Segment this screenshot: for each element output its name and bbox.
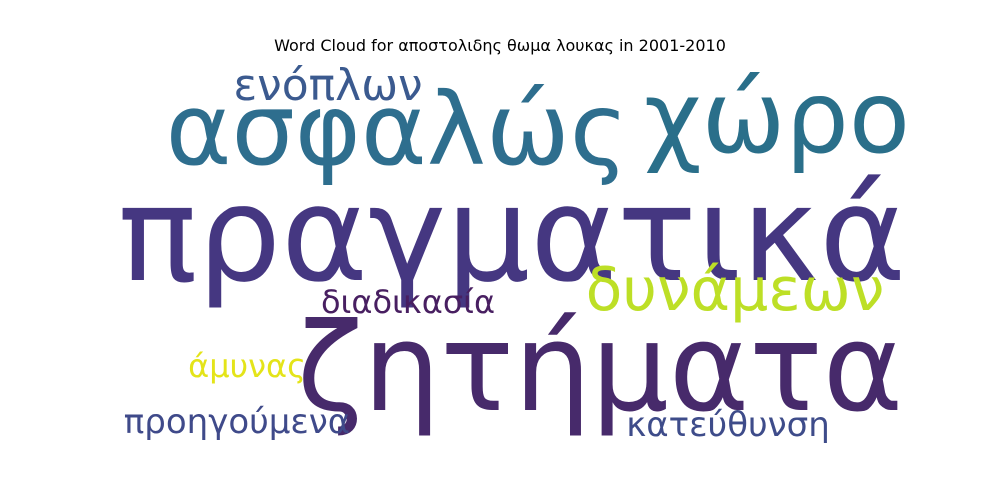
cloud-word: πραγματικά xyxy=(117,158,907,312)
cloud-word: ασφαλώς xyxy=(165,71,629,188)
cloud-word: κατεύθυνση xyxy=(626,405,830,445)
chart-title: Word Cloud for αποστολιδης θωμα λουκας i… xyxy=(274,36,726,55)
cloud-word: προηγούμενα xyxy=(123,402,351,442)
cloud-word: διαδικασία xyxy=(320,283,496,321)
cloud-word: άμυνας xyxy=(188,347,306,385)
cloud-word: δυνάμεων xyxy=(585,255,885,325)
cloud-word: ζητήματα xyxy=(296,297,904,439)
cloud-word: ενόπλων xyxy=(233,60,423,111)
cloud-word: χώρο xyxy=(643,59,911,176)
